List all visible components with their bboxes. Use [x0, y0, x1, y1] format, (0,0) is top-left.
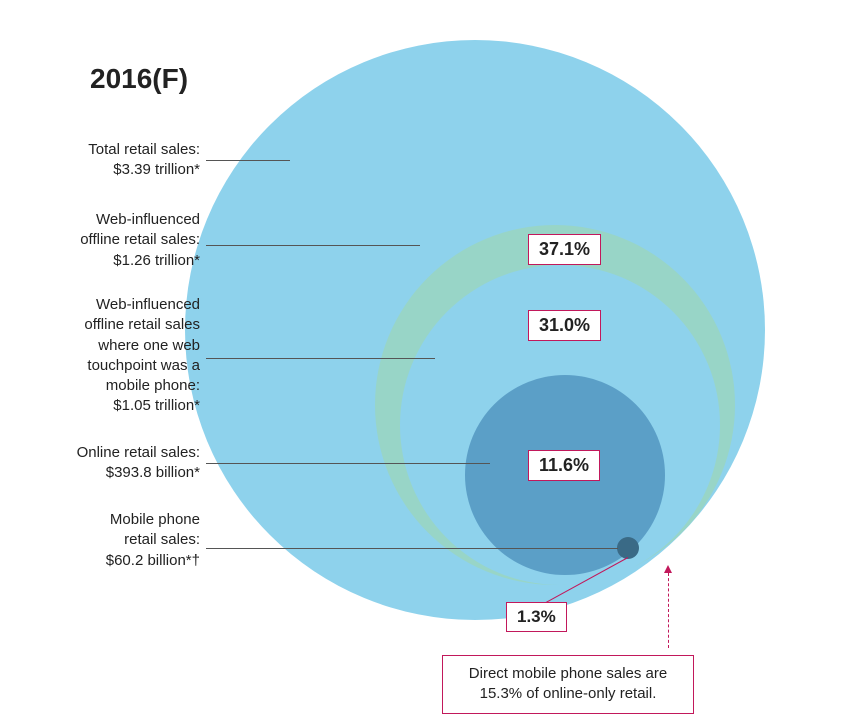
arrow-head-icon: [664, 565, 672, 573]
footnote: Direct mobile phone sales are15.3% of on…: [442, 655, 694, 714]
leader-mobile: [206, 548, 618, 549]
circle-mobile-retail: [617, 537, 639, 559]
leader-webmob: [206, 358, 435, 359]
pct-web-influenced: 37.1%: [528, 234, 601, 265]
label-online-retail: Online retail sales:$393.8 billion*: [25, 443, 200, 484]
pct-online-retail: 11.6%: [528, 450, 600, 481]
chart-title: 2016(F): [90, 63, 188, 95]
leader-webinf: [206, 245, 420, 246]
label-total-retail: Total retail sales:$3.39 trillion*: [25, 140, 200, 181]
pct-web-mobile-touchpoint: 31.0%: [528, 310, 601, 341]
leader-online: [206, 463, 490, 464]
label-web-influenced: Web-influencedoffline retail sales:$1.26…: [25, 210, 200, 271]
chart-container: { "title": { "text": "2016(F)", "fontsiz…: [0, 0, 847, 706]
arrow-line: [668, 573, 669, 648]
label-web-mobile-touchpoint: Web-influencedoffline retail saleswhere …: [25, 295, 200, 417]
leader-total: [206, 160, 290, 161]
pct-mobile-retail: 1.3%: [506, 602, 567, 632]
label-mobile-retail: Mobile phoneretail sales:$60.2 billion*†: [25, 510, 200, 571]
